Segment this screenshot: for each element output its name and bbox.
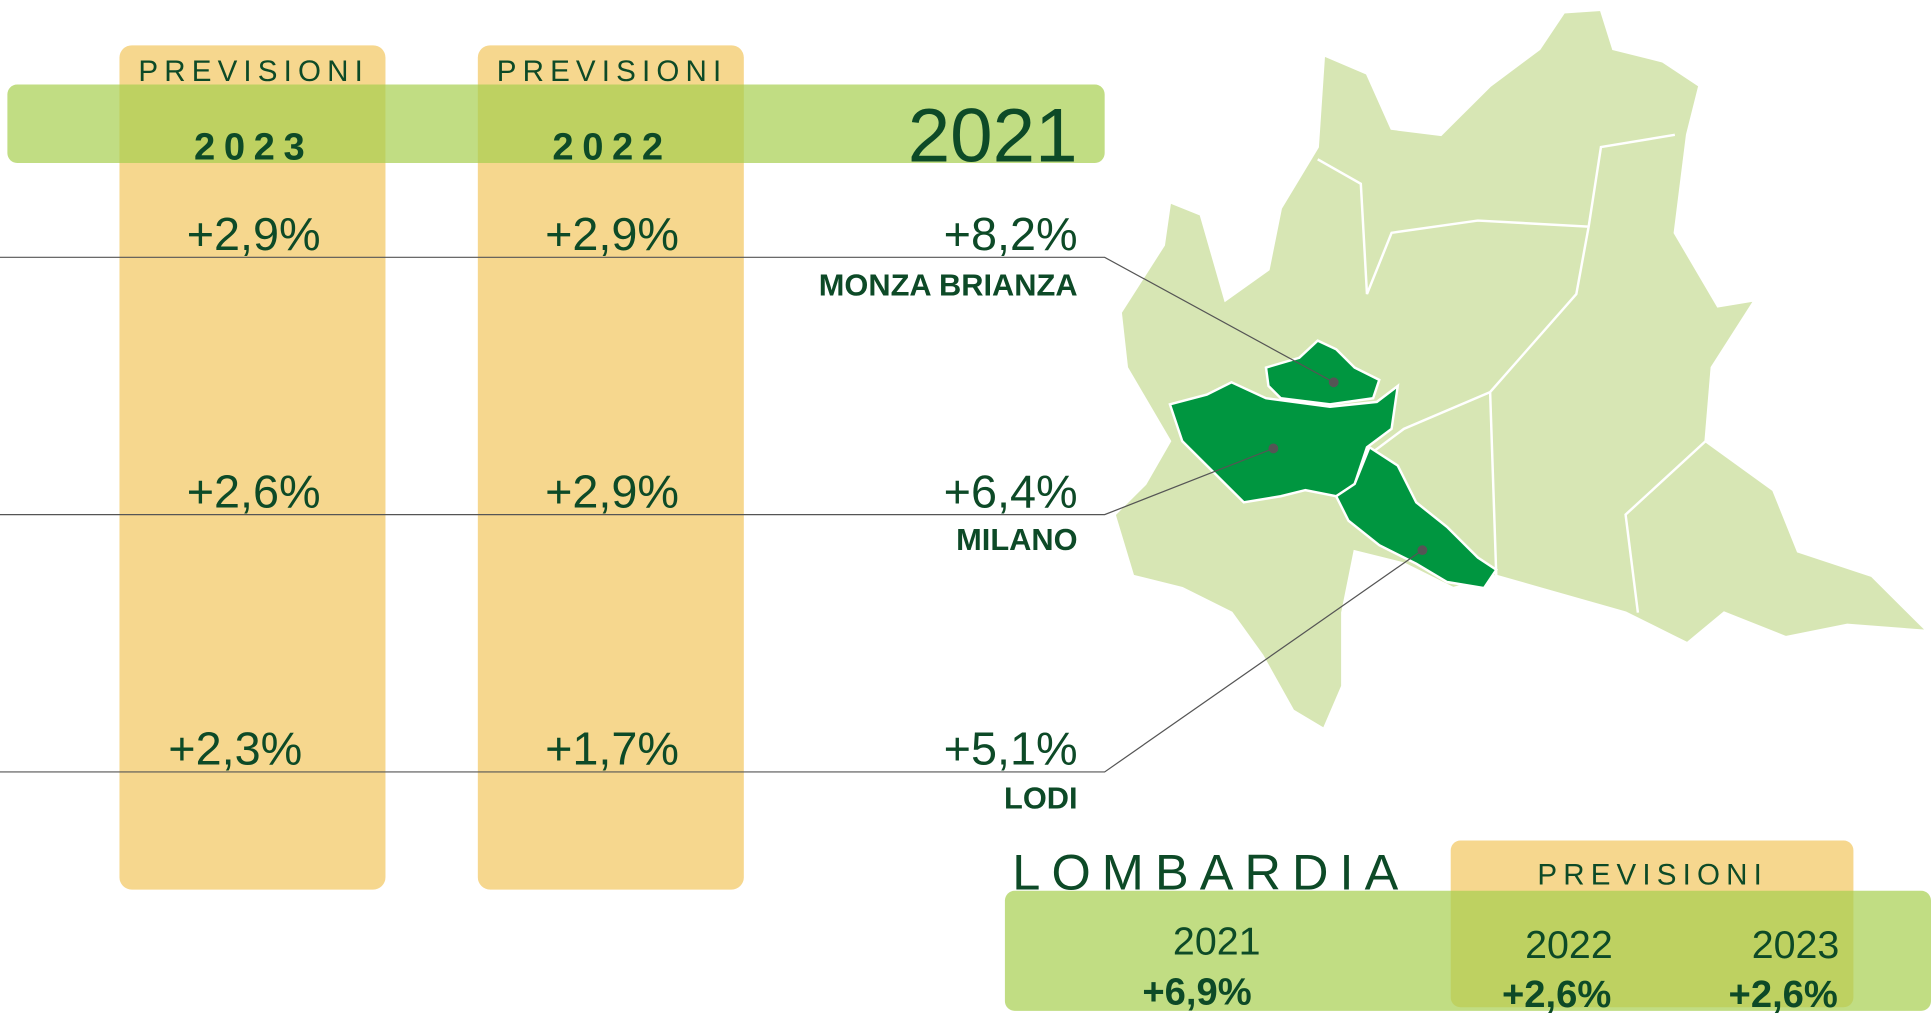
leader-line [0,549,1423,773]
region-value: +6,9% [1142,972,1251,1014]
forecast-label: PREVISIONI [1537,859,1768,892]
year-label: 2023 [194,126,313,168]
region-bar [1004,890,1931,1011]
year-label: 2022 [552,126,671,168]
value: +1,7% [545,723,679,775]
value: +2,9% [545,208,679,260]
value: +6,4% [944,465,1078,517]
forecast-column [119,45,386,890]
value: +8,2% [944,208,1078,260]
forecast-column [477,45,744,890]
year-label: 2023 [1752,923,1840,967]
province-borders [1317,133,1707,613]
year-label: 2021 [908,94,1078,179]
year-label: 2022 [1525,923,1613,967]
row-label: MILANO [956,522,1077,557]
value: +5,1% [944,723,1078,775]
map-dot [1268,443,1279,454]
rows: +2,9% +2,9% +8,2% MONZA BRIANZA +2,6% +2… [0,208,1428,816]
row-label: LODI [1004,781,1078,816]
value: +2,9% [545,465,679,517]
value: +2,6% [187,465,321,517]
value: +2,3% [168,723,302,775]
forecast-label: PREVISIONI [497,55,728,88]
region-value: +2,6% [1502,974,1611,1016]
row-label: MONZA BRIANZA [819,267,1078,302]
forecast-label: PREVISIONI [138,55,369,88]
header-bar [7,84,1105,163]
value: +2,9% [187,208,321,260]
map-dot [1328,377,1339,388]
lodi-area [1334,445,1498,590]
lombardy-map [1113,8,1931,731]
region-value: +2,6% [1729,974,1838,1016]
monza-area [1264,339,1381,406]
leader-line [0,256,1335,383]
region-title: LOMBARDIA [1012,844,1409,901]
map [1113,8,1931,731]
year-label: 2021 [1173,920,1261,964]
leader-line [0,447,1274,516]
map-dot [1417,545,1428,556]
